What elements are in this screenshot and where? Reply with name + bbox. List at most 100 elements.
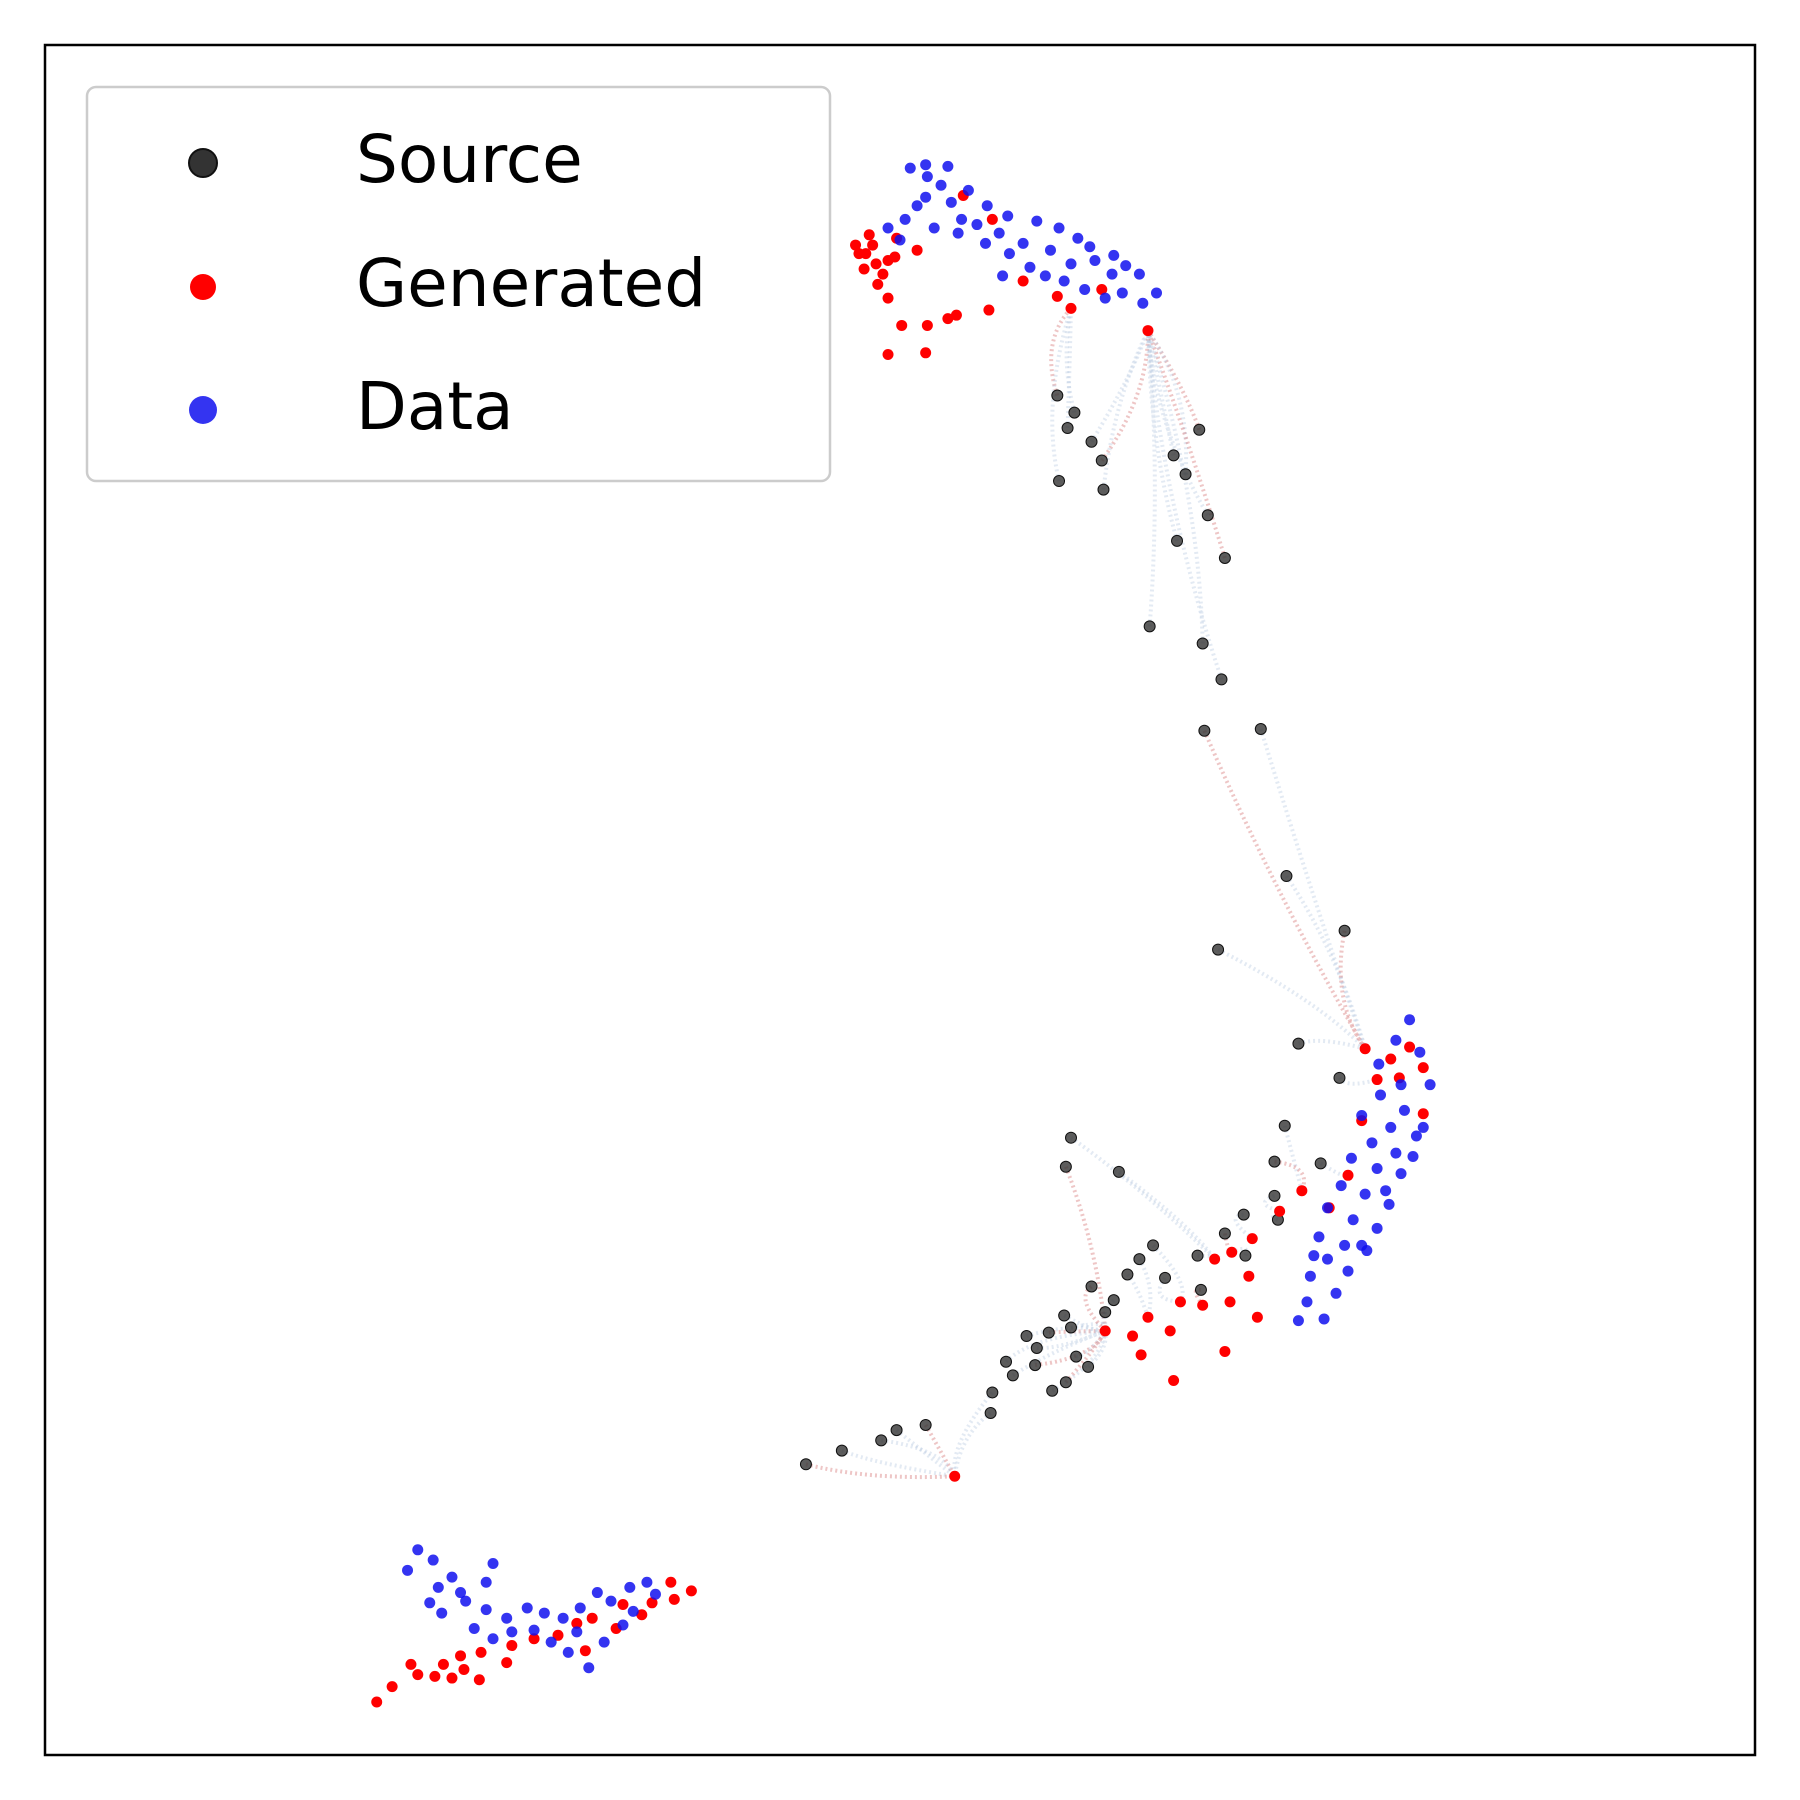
trajectory-path (1089, 329, 1150, 443)
trajectory-path (1049, 306, 1073, 397)
source-point (1046, 1384, 1059, 1397)
data-point (598, 1636, 610, 1648)
generated-point (1197, 1299, 1209, 1311)
generated-point (429, 1670, 441, 1682)
trajectory-path (1145, 330, 1179, 542)
data-point (1356, 1239, 1368, 1251)
source-point (1070, 1350, 1083, 1363)
data-point (571, 1626, 583, 1638)
data-point (501, 1612, 513, 1624)
data-point (1072, 232, 1084, 244)
trajectory-path (1117, 1170, 1217, 1261)
trajectory-path (1069, 1136, 1217, 1261)
source-point (1159, 1271, 1172, 1284)
data-point (1116, 287, 1128, 299)
data-point (920, 159, 932, 171)
generated-point (1174, 1296, 1186, 1308)
source-point (799, 1458, 812, 1471)
source-point (1201, 509, 1214, 522)
data-point (945, 196, 957, 208)
source-point (1212, 943, 1225, 956)
data-point (1339, 1239, 1351, 1251)
data-point (1330, 1287, 1342, 1299)
generated-point (371, 1696, 383, 1708)
source-point (986, 1386, 999, 1399)
data-point (583, 1662, 595, 1674)
trajectory-path (1146, 329, 1227, 559)
generated-point (1296, 1185, 1308, 1197)
generated-point (1017, 275, 1029, 287)
generated-point (1164, 1325, 1176, 1337)
generated-point (872, 278, 884, 290)
source-point (1107, 1294, 1120, 1307)
legend-label-generated: Generated (356, 245, 706, 322)
data-point (1079, 284, 1091, 296)
data-point (911, 200, 923, 212)
generated-point (1209, 1253, 1221, 1265)
source-point (1006, 1369, 1019, 1382)
generated-point (867, 239, 879, 251)
source-point (1068, 406, 1081, 419)
generated-point (1342, 1169, 1354, 1181)
data-point (1407, 1151, 1419, 1162)
trajectory-path (1011, 1329, 1106, 1378)
source-point (1254, 723, 1267, 735)
legend-box (85, 85, 832, 483)
source-point (875, 1434, 888, 1447)
trajectory-path (1065, 308, 1073, 429)
trajectory-path (1034, 1330, 1108, 1368)
data-point (993, 227, 1005, 239)
data-point (882, 222, 894, 234)
data-point (894, 234, 906, 246)
generated-point (437, 1658, 449, 1670)
source-point (1194, 1283, 1207, 1296)
generated-point (1142, 325, 1154, 337)
generated-point (528, 1633, 540, 1645)
generated-point (983, 304, 995, 316)
data-point (1373, 1058, 1385, 1070)
data-point (962, 184, 974, 196)
source-point (1030, 1342, 1043, 1355)
data-point (1322, 1202, 1333, 1214)
data-point (562, 1646, 574, 1658)
data-point (432, 1581, 444, 1593)
data-point (649, 1588, 661, 1600)
data-point (921, 171, 933, 183)
source-point (1099, 1306, 1112, 1319)
generated-point (1251, 1311, 1263, 1323)
source-point (1082, 1360, 1095, 1373)
generated-point (386, 1681, 398, 1693)
generated-point (455, 1650, 467, 1662)
source-point (1121, 1268, 1134, 1281)
data-point (446, 1571, 458, 1583)
data-point (1292, 1315, 1304, 1327)
data-point (427, 1554, 439, 1566)
data-point (480, 1604, 492, 1616)
generated-point (882, 292, 894, 304)
source-point (1268, 1189, 1281, 1202)
generated-point (853, 248, 865, 260)
trajectory-path (1004, 1328, 1106, 1364)
source-point (1280, 870, 1293, 883)
source-point (1237, 1208, 1250, 1221)
data-point (971, 219, 983, 231)
data-point (1335, 1180, 1347, 1192)
source-point (1239, 1249, 1252, 1262)
data-point (455, 1587, 467, 1599)
generated-point (1359, 1043, 1371, 1055)
generated-point (1243, 1270, 1255, 1282)
data-point (1371, 1162, 1383, 1174)
data-point (1065, 258, 1077, 270)
data-point (460, 1595, 472, 1607)
data-point (1058, 275, 1070, 287)
generated-point (1096, 284, 1108, 296)
trajectory-path (880, 1438, 957, 1478)
trajectory-path (1202, 729, 1367, 1050)
trajectory-path (1338, 930, 1367, 1050)
data-point (436, 1607, 448, 1619)
generated-point (571, 1617, 583, 1629)
generated-point (1065, 302, 1077, 314)
generated-point (1224, 1296, 1236, 1308)
generated-point (870, 258, 882, 270)
